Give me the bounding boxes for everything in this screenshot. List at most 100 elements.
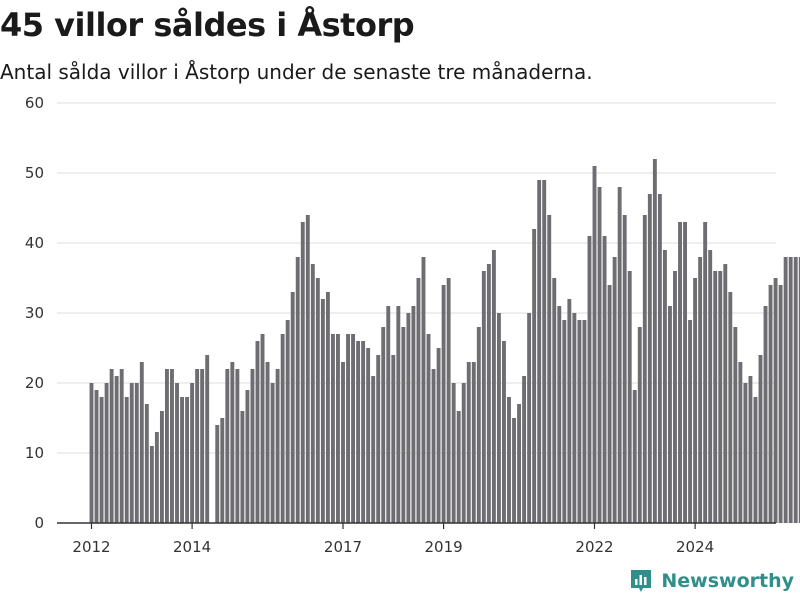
bar	[773, 278, 778, 523]
bar	[185, 397, 190, 523]
bar	[386, 306, 391, 523]
bar	[139, 362, 144, 523]
bar	[738, 362, 743, 523]
bar	[144, 404, 149, 523]
bar	[159, 411, 164, 523]
bar	[300, 222, 305, 523]
bar	[401, 327, 406, 523]
bar	[235, 369, 240, 523]
bar	[627, 271, 632, 523]
bar	[668, 306, 672, 523]
bar	[371, 376, 376, 523]
bar	[109, 369, 114, 523]
chart-title: 45 villor såldes i Åstorp	[0, 6, 415, 44]
bar	[119, 369, 124, 523]
bar	[517, 404, 521, 523]
bar	[718, 271, 723, 523]
bar	[562, 320, 567, 523]
bar	[295, 257, 300, 523]
bar	[451, 383, 456, 523]
bar	[522, 376, 527, 523]
bar	[275, 369, 280, 523]
brand-logo: Newsworthy	[629, 568, 794, 594]
bar	[788, 257, 793, 523]
bar	[240, 411, 245, 523]
bar	[602, 236, 607, 523]
bar	[486, 264, 491, 523]
bar	[466, 362, 471, 523]
y-tick-label: 60	[25, 94, 44, 112]
bar	[612, 257, 617, 523]
bar	[507, 397, 511, 523]
bar	[280, 334, 285, 523]
bar	[190, 383, 195, 523]
bar	[642, 215, 647, 523]
bar	[305, 215, 310, 523]
bar	[315, 278, 320, 523]
x-tick-label: 2022	[575, 538, 613, 556]
bar	[728, 292, 733, 523]
bar	[366, 348, 371, 523]
bar	[512, 418, 516, 523]
bar	[270, 383, 275, 523]
bar	[768, 285, 773, 523]
bar	[733, 327, 738, 523]
bar	[336, 334, 340, 523]
bar	[431, 369, 436, 523]
bar	[572, 313, 577, 523]
bar	[381, 327, 386, 523]
bar	[149, 446, 154, 523]
bar	[678, 222, 682, 523]
bar	[622, 215, 627, 523]
bar	[547, 215, 552, 523]
bar	[325, 292, 330, 523]
y-axis-ticks: 0 10 20 30 40 50 60	[25, 94, 44, 532]
brand-name: Newsworthy	[661, 570, 794, 592]
bar	[708, 250, 713, 523]
bar	[597, 187, 602, 523]
chart-subtitle: Antal sålda villor i Åstorp under de sen…	[0, 60, 593, 84]
bar	[165, 369, 169, 523]
bar	[265, 362, 270, 523]
bar	[703, 222, 708, 523]
bar	[502, 341, 506, 523]
bar	[220, 418, 225, 523]
y-tick-label: 20	[25, 374, 44, 392]
bar	[99, 397, 104, 523]
bar	[376, 355, 381, 523]
bar	[532, 229, 537, 523]
bar	[557, 306, 562, 523]
bar	[320, 299, 325, 523]
bar	[617, 187, 622, 523]
bar	[391, 355, 396, 523]
bar	[255, 341, 260, 523]
bar	[662, 250, 667, 523]
bar	[542, 180, 547, 523]
bar	[396, 306, 401, 523]
y-tick-label: 30	[25, 304, 44, 322]
bar	[411, 306, 416, 523]
bar	[592, 166, 597, 523]
bar	[346, 334, 350, 523]
bar	[496, 313, 501, 523]
bar	[134, 383, 139, 523]
bar	[582, 320, 587, 523]
bar	[175, 383, 179, 523]
bar	[537, 180, 542, 523]
bar	[441, 285, 446, 523]
bars	[89, 159, 800, 523]
bar	[778, 285, 783, 523]
newsworthy-logo-icon	[631, 570, 652, 592]
bar	[461, 383, 466, 523]
bar	[416, 278, 421, 523]
bar	[421, 257, 426, 523]
bar	[688, 320, 693, 523]
bar	[481, 271, 486, 523]
bar	[205, 355, 210, 523]
x-axis-ticks: 2012 2014 2017 2019 2022 2024	[72, 523, 714, 556]
bar	[607, 285, 612, 523]
bar	[783, 257, 788, 523]
bar	[170, 369, 174, 523]
bar	[104, 383, 109, 523]
